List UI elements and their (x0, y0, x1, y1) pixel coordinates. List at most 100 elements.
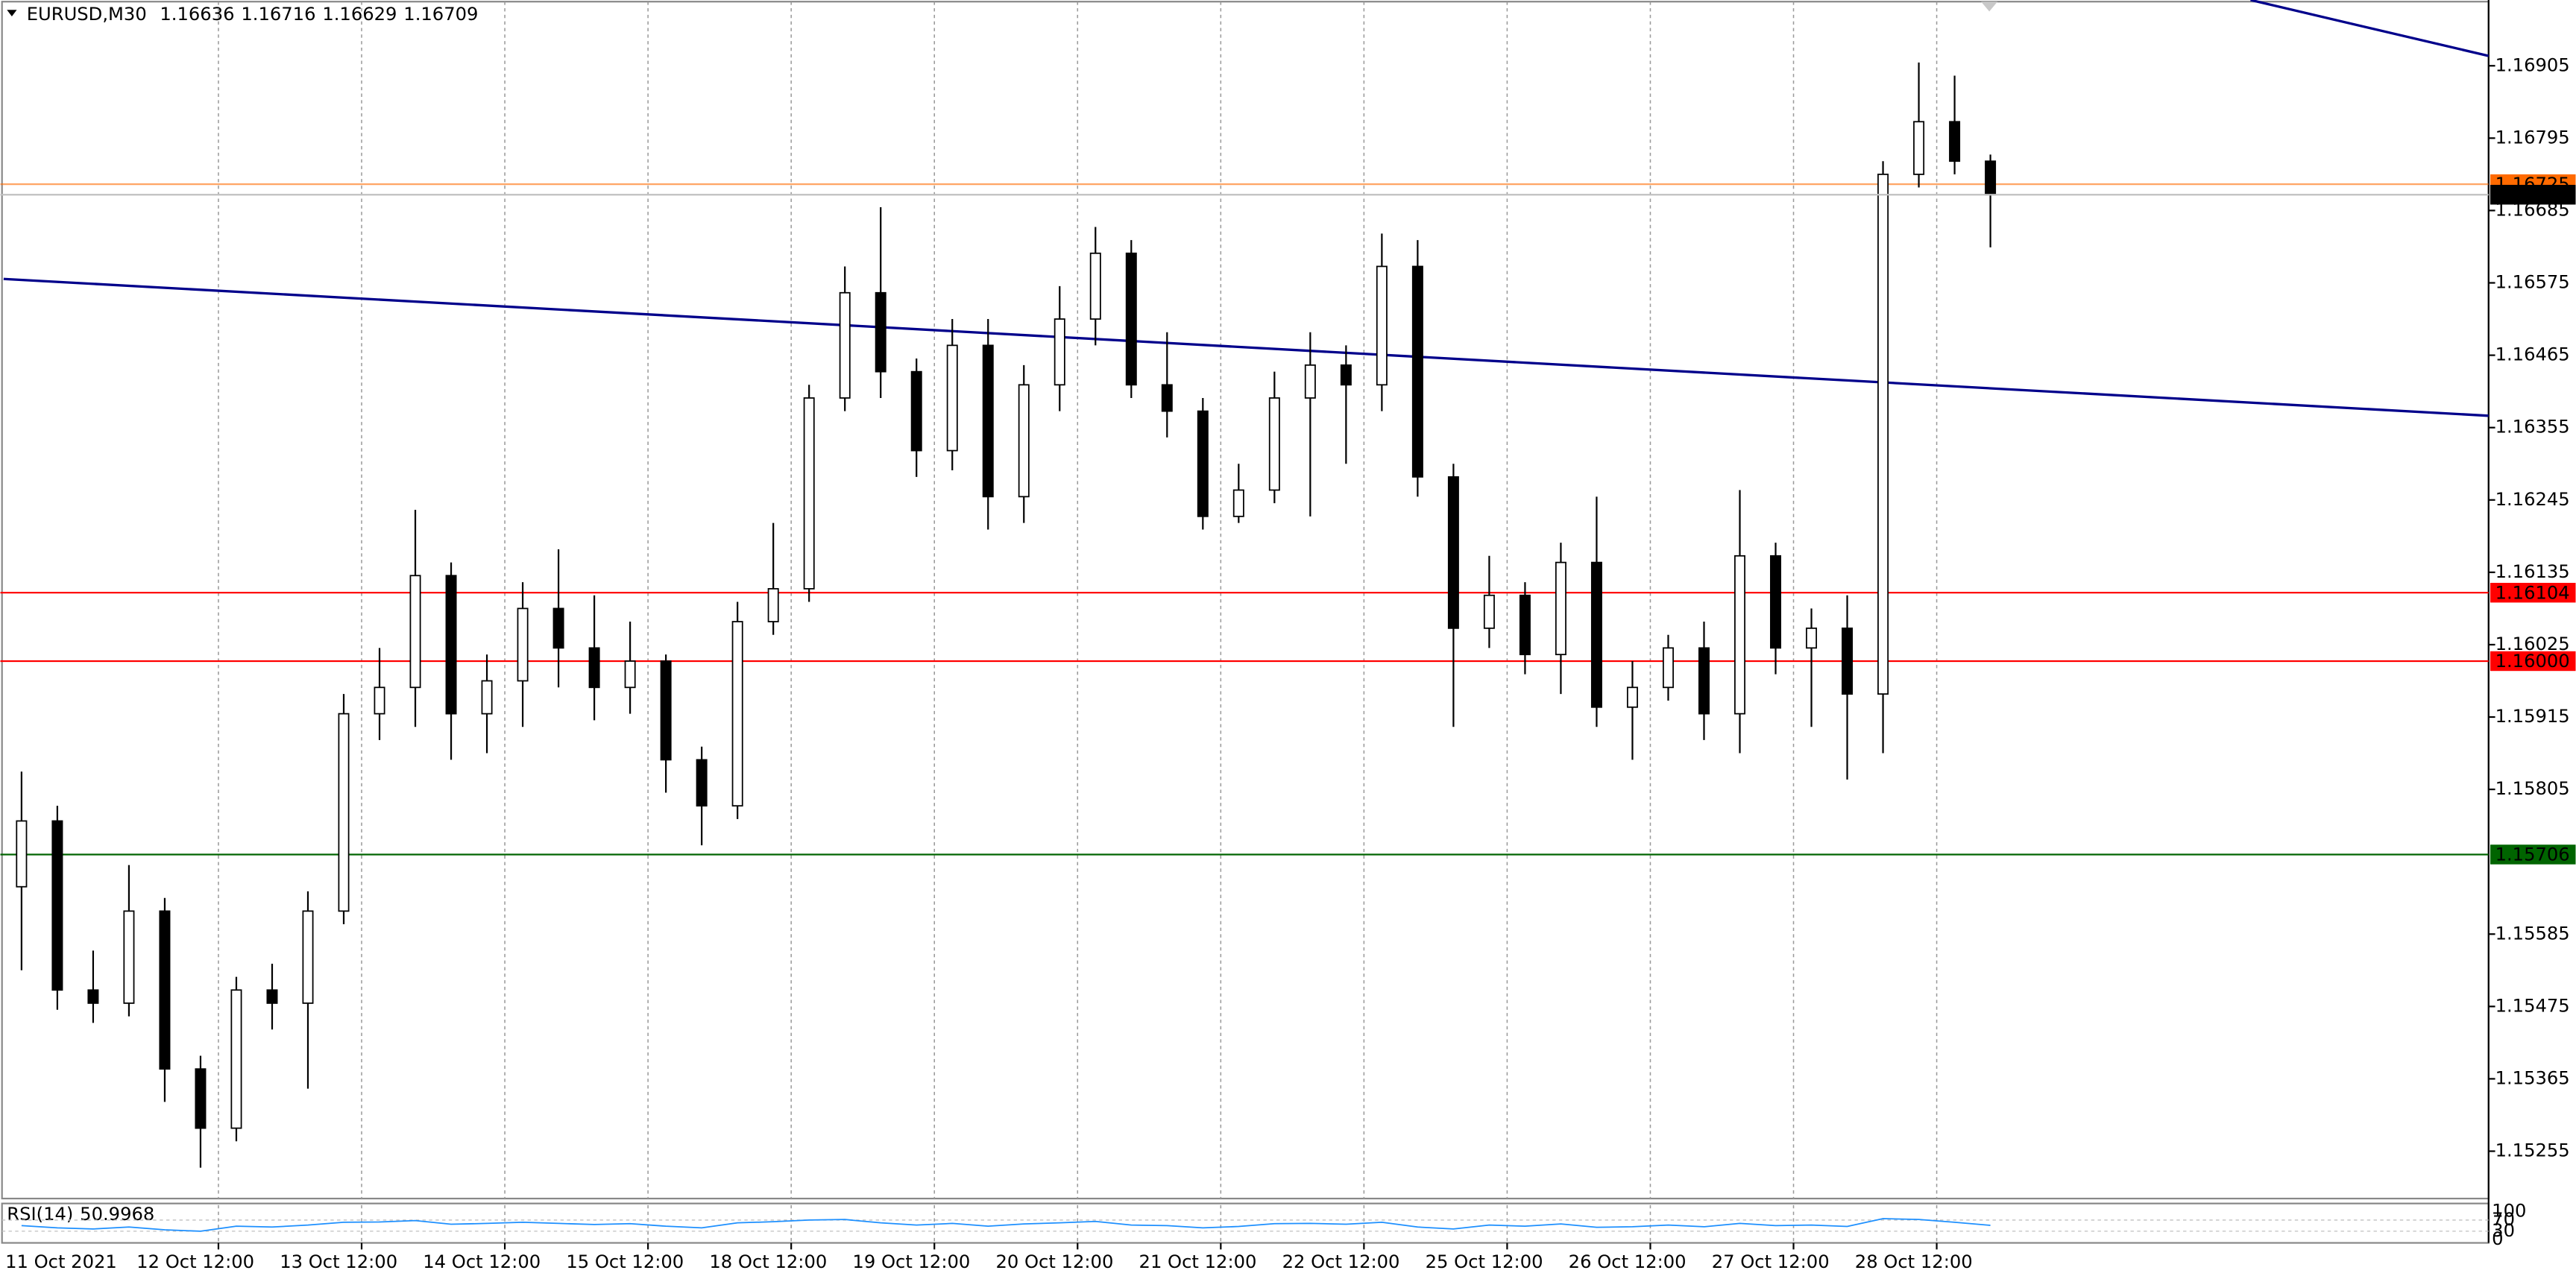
candle-body (87, 989, 99, 1004)
candle-body (1268, 397, 1280, 491)
candle-body (731, 621, 743, 807)
y-tick-label: 1.15915 (2495, 706, 2570, 727)
candle-body (982, 344, 994, 498)
y-tick-label: 1.16905 (2495, 54, 2570, 75)
y-tick-label: 1.15255 (2495, 1140, 2570, 1161)
candle-body (16, 820, 28, 888)
header-ohlc-value: 1.16716 (241, 4, 315, 25)
candle-body (1411, 265, 1423, 478)
candle-body (1985, 160, 1997, 196)
candle-body (1842, 627, 1854, 695)
candle-body (803, 397, 815, 590)
rsi-tick-label: 30 (2492, 1220, 2515, 1241)
level-box (2490, 651, 2576, 672)
candle-body (51, 820, 63, 991)
candle-body (123, 910, 135, 1004)
candle-body (1161, 384, 1173, 412)
level-label: 1.15706 (2495, 844, 2570, 865)
candle-body (1806, 627, 1818, 649)
y-tick-label: 1.15585 (2495, 923, 2570, 944)
trend-line (2250, 0, 2490, 57)
candle-body (946, 344, 958, 452)
candle-body (839, 291, 851, 399)
y-tick-label: 1.15805 (2495, 778, 2570, 799)
candle-body (374, 686, 385, 715)
trend-line (3, 277, 2489, 417)
y-tick-label: 1.16795 (2495, 127, 2570, 148)
candle-body (445, 575, 457, 715)
x-tick-label: 21 Oct 12:00 (1139, 1251, 1257, 1272)
rsi-line (21, 1218, 1991, 1232)
y-tick-label: 1.16465 (2495, 344, 2570, 365)
candle-body (1949, 121, 1961, 162)
y-tick-label: 1.15365 (2495, 1067, 2570, 1088)
level-label: 1.16000 (2495, 651, 2570, 672)
candle-body (1877, 174, 1889, 695)
rsi-label: RSI(14) (7, 1204, 73, 1225)
candle-body (1232, 489, 1244, 517)
x-tick-label: 22 Oct 12:00 (1282, 1251, 1400, 1272)
candle-body (1662, 647, 1674, 689)
candle-body (660, 660, 672, 761)
rsi-tick-label: 100 (2492, 1201, 2526, 1222)
candle-body (1340, 364, 1352, 386)
candle-body (910, 370, 922, 452)
x-tick-label: 28 Oct 12:00 (1855, 1251, 1973, 1272)
candle-body (517, 607, 529, 682)
header-ohlc-value: 1.16709 (403, 4, 478, 25)
x-tick-label: 26 Oct 12:00 (1569, 1251, 1687, 1272)
candle-body (1770, 555, 1782, 649)
x-tick-label: 13 Oct 12:00 (280, 1251, 397, 1272)
x-tick-label: 19 Oct 12:00 (852, 1251, 970, 1272)
menu-arrow[interactable] (7, 10, 17, 17)
y-tick-label: 1.15475 (2495, 995, 2570, 1016)
header-ohlc-value: 1.16636 (160, 4, 234, 25)
candle-body (1018, 384, 1030, 498)
header-ohlc-value: 1.16629 (322, 4, 397, 25)
rsi-value: 50.9968 (80, 1204, 154, 1225)
candle-body (1089, 252, 1101, 320)
candle-body (1447, 476, 1459, 629)
candle-body (409, 575, 421, 689)
candle-body (1197, 410, 1209, 517)
candle-body (195, 1068, 207, 1129)
x-tick-label: 11 Oct 2021 (5, 1251, 117, 1272)
candle-body (1519, 594, 1531, 656)
candle-body (1590, 561, 1602, 708)
y-tick-label: 1.16575 (2495, 272, 2570, 293)
candle-body (552, 607, 564, 649)
x-tick-label: 12 Oct 12:00 (136, 1251, 254, 1272)
candle-body (1483, 594, 1495, 629)
candle-body (1626, 686, 1638, 708)
x-tick-label: 20 Oct 12:00 (995, 1251, 1113, 1272)
bid-price-box (2490, 185, 2576, 205)
y-tick-label: 1.16025 (2495, 634, 2570, 654)
symbol-header: EURUSD,M30 1.16636 1.16716 1.16629 1.16709 (27, 4, 479, 25)
y-tick-label: 1.16245 (2495, 489, 2570, 510)
candle-body (588, 647, 600, 689)
candle-body (1376, 265, 1388, 386)
x-tick-label: 14 Oct 12:00 (423, 1251, 541, 1272)
candle-body (1734, 555, 1745, 715)
level-box (2490, 582, 2576, 603)
candle-body (1698, 647, 1710, 715)
candle-body (230, 989, 242, 1129)
candle-body (159, 910, 171, 1070)
candle-body (1304, 364, 1316, 399)
level-box (2490, 844, 2576, 865)
candle-body (696, 759, 708, 807)
y-tick-label: 1.16355 (2495, 417, 2570, 438)
candle-body (1913, 121, 1925, 175)
shift-marker (1981, 1, 1998, 12)
candle-body (1125, 252, 1137, 386)
y-tick-label: 1.16135 (2495, 561, 2570, 582)
level-label: 1.16104 (2495, 582, 2570, 603)
x-tick-label: 25 Oct 12:00 (1426, 1251, 1543, 1272)
x-tick-label: 15 Oct 12:00 (566, 1251, 684, 1272)
candle-body (767, 588, 779, 622)
candle-body (266, 989, 278, 1004)
candle-body (1054, 318, 1065, 386)
